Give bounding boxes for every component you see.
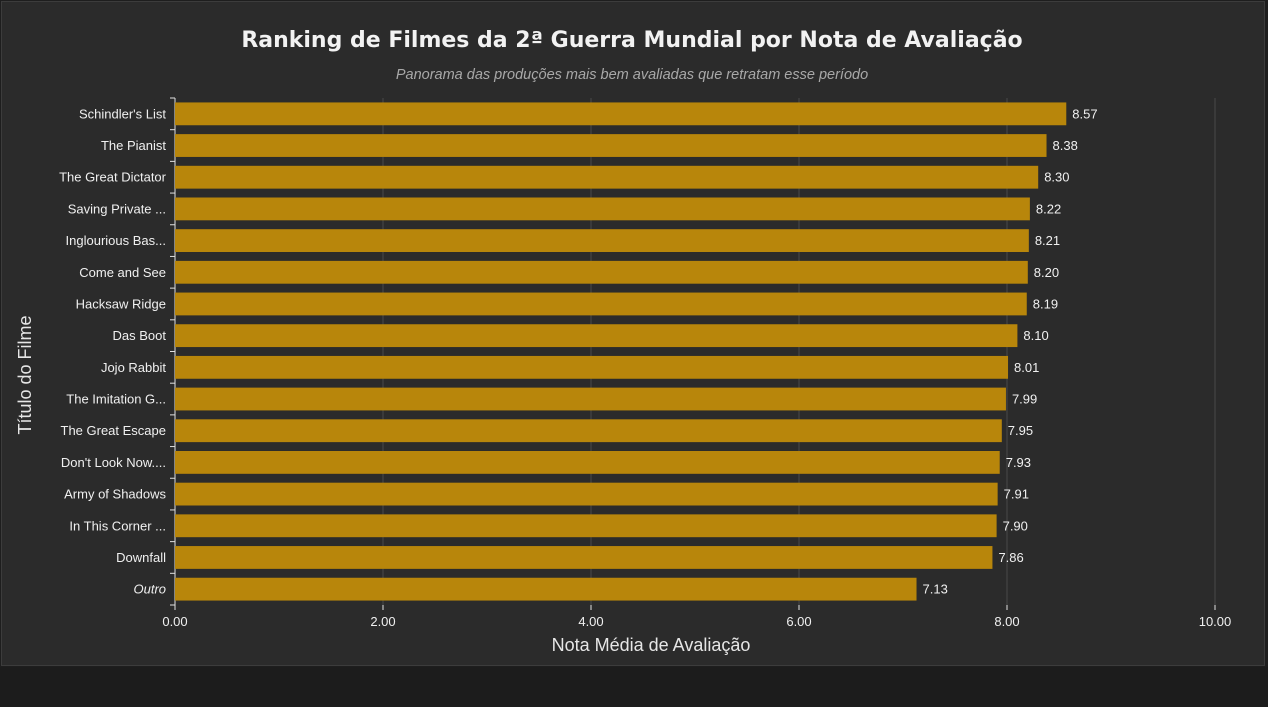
y-tick-label: Hacksaw Ridge (76, 296, 166, 311)
data-label: 8.10 (1023, 328, 1048, 343)
data-label: 7.99 (1012, 392, 1037, 407)
y-tick-label: Schindler's List (79, 106, 166, 121)
y-tick-label: Saving Private ... (68, 201, 166, 216)
data-label: 8.22 (1036, 201, 1061, 216)
data-label: 8.21 (1035, 233, 1060, 248)
bar (175, 229, 1029, 253)
bar (175, 324, 1018, 348)
data-label: 7.93 (1006, 455, 1031, 470)
bottom-strip (0, 667, 1268, 707)
data-label: 8.20 (1034, 265, 1059, 280)
x-tick-label: 10.00 (1199, 614, 1232, 629)
data-label: 8.30 (1044, 170, 1069, 185)
y-tick-label: Outro (133, 582, 166, 597)
data-label: 7.13 (923, 582, 948, 597)
bar (175, 577, 917, 601)
bar (175, 165, 1039, 189)
bar (175, 450, 1000, 474)
data-label: 7.91 (1004, 487, 1029, 502)
data-label: 7.90 (1003, 518, 1028, 533)
data-label: 8.38 (1053, 138, 1078, 153)
bar (175, 482, 998, 506)
y-tick-label: The Great Escape (61, 423, 167, 438)
plot-area: 0.00 2.00 4.00 6.00 8.00 10.00 Schindler's Lis… (59, 97, 1232, 629)
y-tick-label: The Pianist (101, 138, 166, 153)
bar (175, 355, 1009, 379)
data-label: 7.86 (998, 550, 1023, 565)
y-tick-label: Come and See (79, 265, 166, 280)
data-label: 8.01 (1014, 360, 1039, 375)
bar (175, 387, 1006, 411)
bar (175, 260, 1028, 284)
x-tick-label: 8.00 (994, 614, 1019, 629)
y-tick-label: In This Corner ... (69, 518, 166, 533)
bar (175, 419, 1002, 443)
y-axis-title: Título do Filme (15, 315, 35, 434)
bar (175, 102, 1067, 126)
x-tick-label: 2.00 (370, 614, 395, 629)
y-tick-label: Downfall (116, 550, 166, 565)
data-label: 8.57 (1072, 106, 1097, 121)
bar (175, 292, 1027, 316)
x-tick-label: 6.00 (786, 614, 811, 629)
bar (175, 514, 997, 538)
chart-title: Ranking de Filmes da 2ª Guerra Mundial p… (241, 28, 1022, 53)
y-tick-label: The Imitation G... (66, 392, 166, 407)
x-axis-title: Nota Média de Avaliação (552, 635, 751, 655)
y-tick-label: Army of Shadows (64, 487, 166, 502)
data-label: 8.19 (1033, 296, 1058, 311)
bar (175, 134, 1047, 157)
bar (175, 197, 1030, 221)
y-tick-label: The Great Dictator (59, 170, 167, 185)
x-tick-label: 0.00 (162, 614, 187, 629)
y-tick-label: Das Boot (113, 328, 167, 343)
bar (175, 546, 993, 569)
chart-subtitle: Panorama das produções mais bem avaliada… (396, 67, 868, 83)
y-tick-label: Inglourious Bas... (66, 233, 166, 248)
x-tick-label: 4.00 (578, 614, 603, 629)
y-tick-label: Jojo Rabbit (101, 360, 166, 375)
y-tick-label: Don't Look Now.... (61, 455, 166, 470)
data-label: 7.95 (1008, 423, 1033, 438)
